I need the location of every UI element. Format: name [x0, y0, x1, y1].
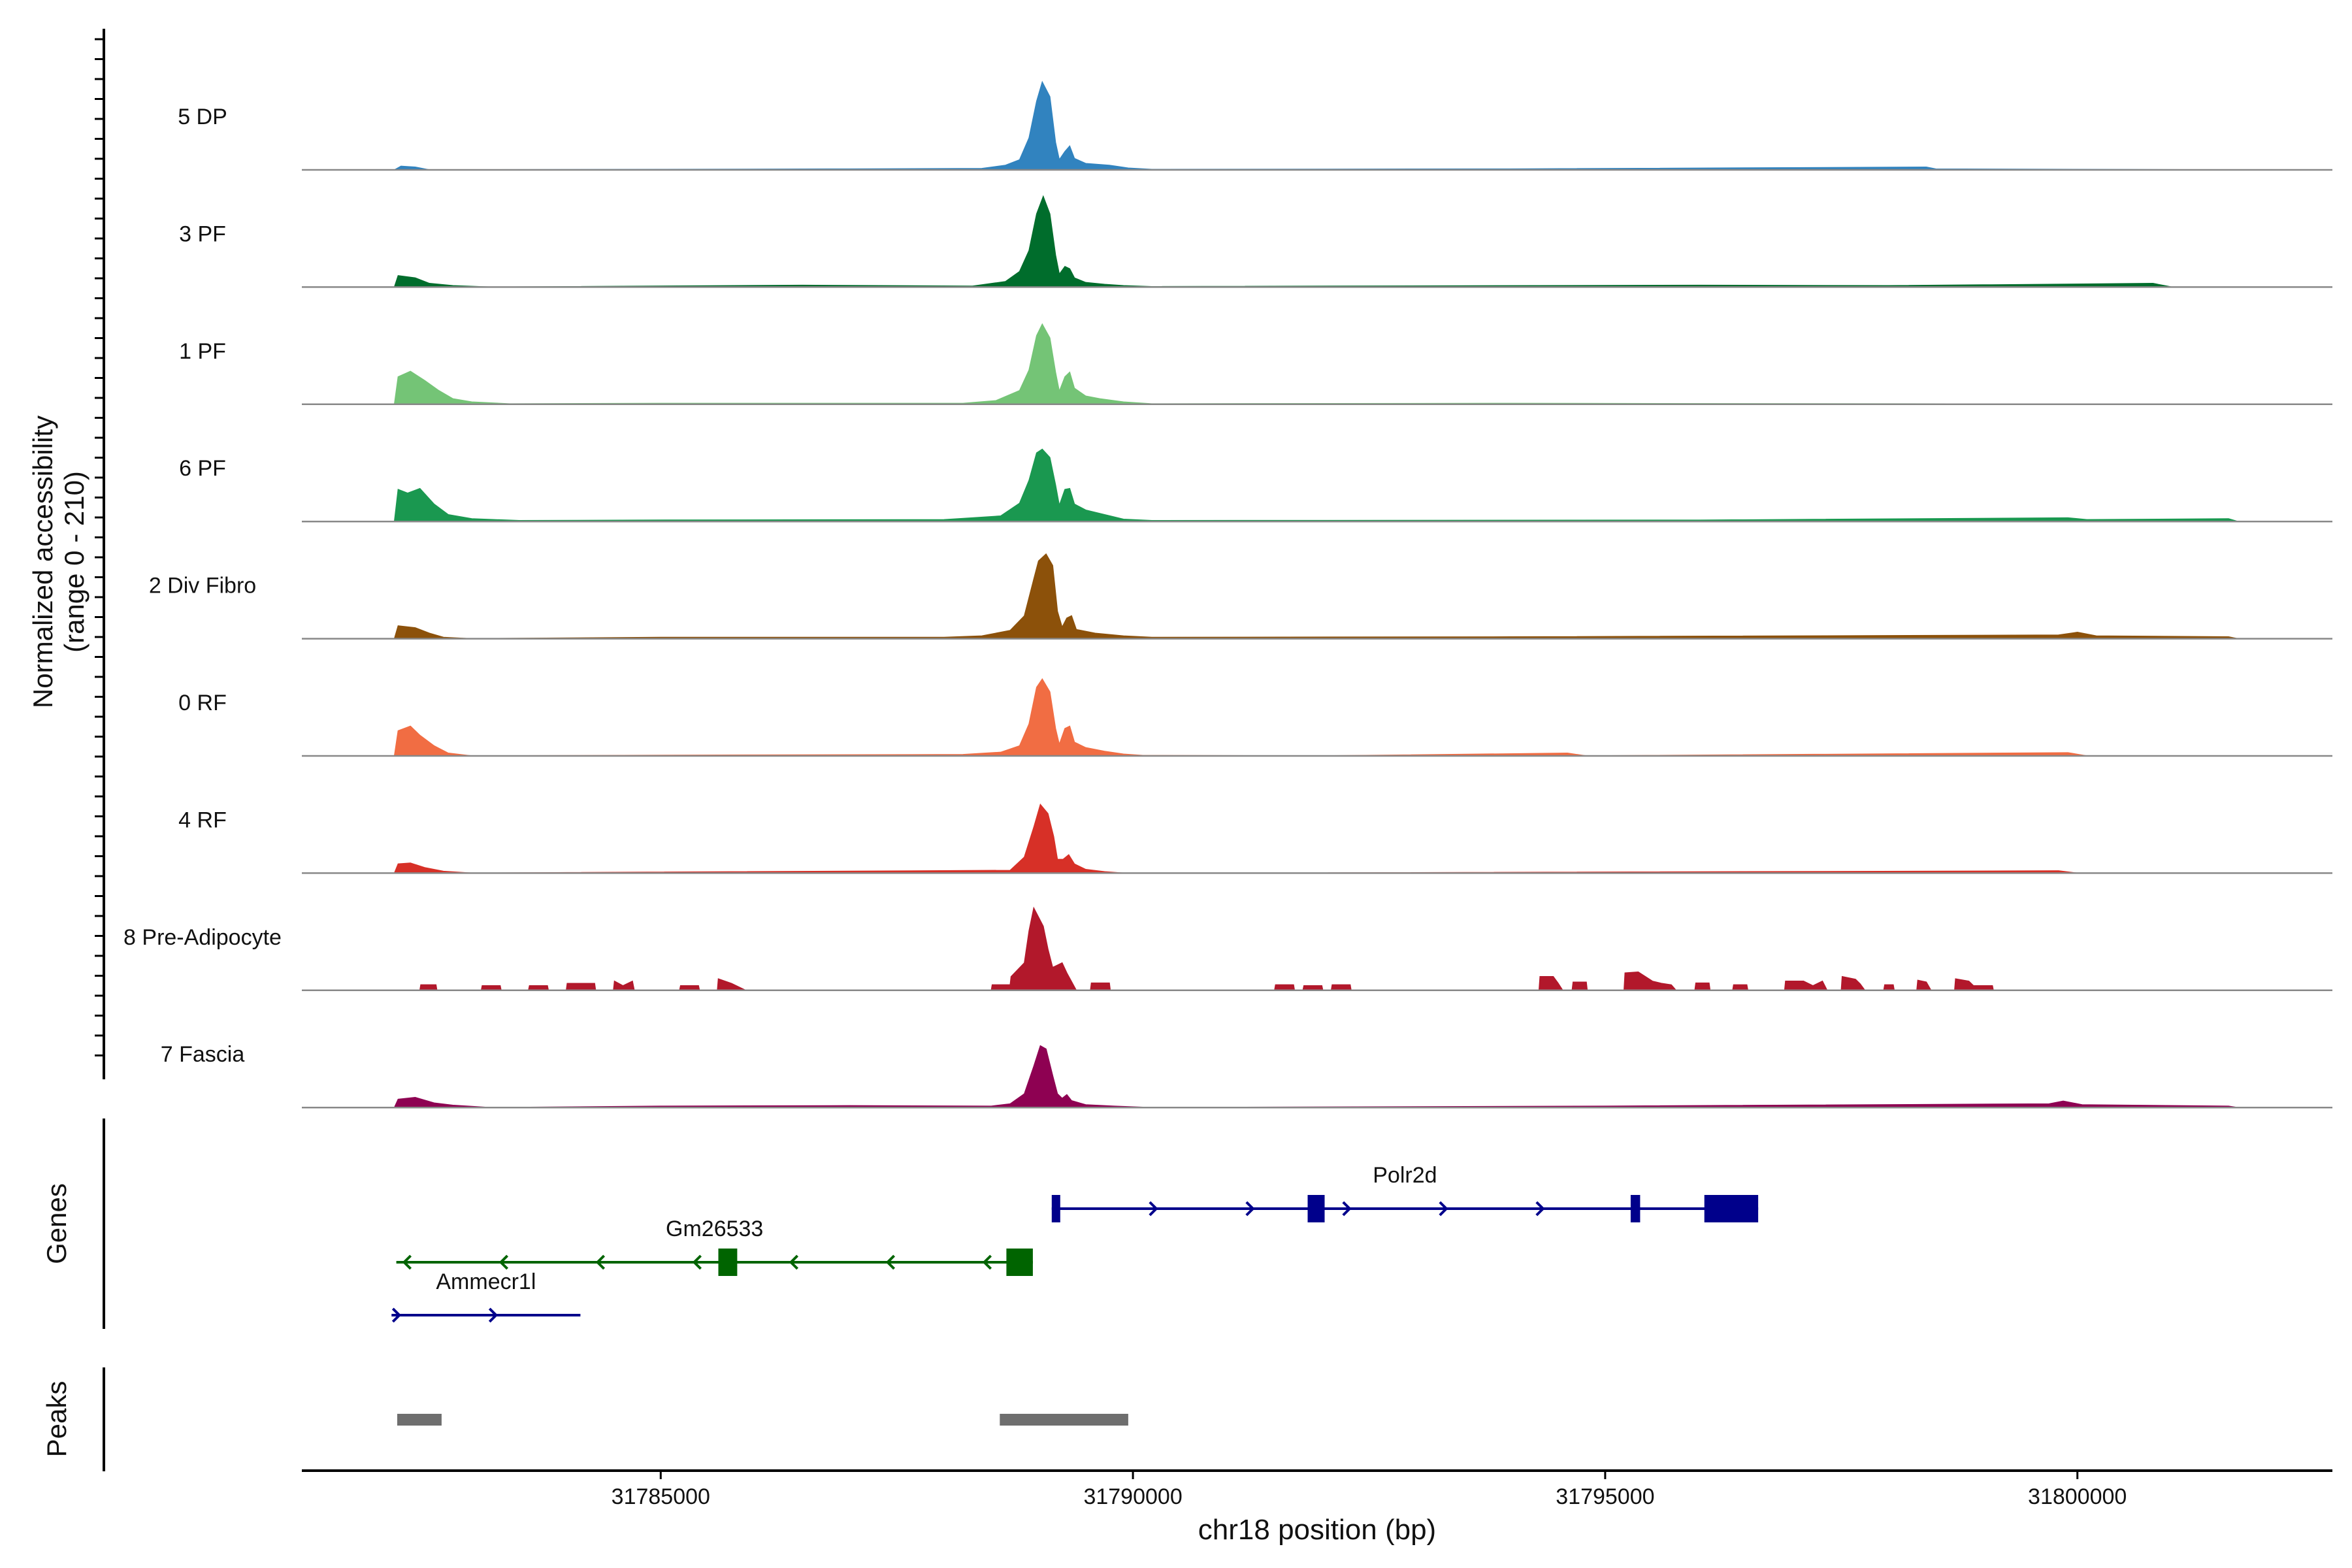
gene-annotations: Polr2d Gm26533 Ammecr1l: [391, 1163, 1759, 1323]
gene-exon: [1006, 1249, 1033, 1276]
track-coverage-area: [302, 448, 2332, 522]
strand-arrow: [1342, 1201, 1352, 1217]
track-label: 7 Fascia: [161, 1042, 245, 1067]
track-coverage-area: [302, 553, 2332, 640]
track-0-rf: 0 RF: [178, 678, 2332, 757]
gene-exon: [1704, 1195, 1759, 1222]
track-1-pf: 1 PF: [179, 323, 2332, 406]
strand-arrow: [595, 1254, 606, 1270]
gene-exon: [1630, 1195, 1641, 1222]
coverage-y-axis-ticks: [95, 38, 104, 1056]
x-tick-label: 31800000: [2028, 1484, 2127, 1509]
coverage-tracks: 5 DP 3 PF 1 PF 6 PF 2 Div Fibro 0 RF 4 RF 8 Pre…: [123, 80, 2332, 1109]
track-7-fascia: 7 Fascia: [161, 1042, 2332, 1109]
strand-arrow: [1439, 1201, 1448, 1217]
peak-bar: [397, 1414, 442, 1426]
track-coverage-area: [302, 80, 2332, 171]
genes-panel-label: Genes: [41, 1183, 72, 1264]
peak-regions: [397, 1414, 1128, 1426]
gene-exon: [718, 1249, 738, 1276]
track-3-pf: 3 PF: [179, 195, 2332, 288]
track-5-dp: 5 DP: [178, 80, 2332, 171]
track-4-rf: 4 RF: [178, 803, 2332, 874]
gene-label: Gm26533: [666, 1217, 763, 1241]
track-label: 3 PF: [179, 221, 226, 246]
track-coverage-area: [302, 803, 2332, 874]
strand-arrow: [789, 1254, 799, 1270]
strand-arrow: [1245, 1201, 1255, 1217]
x-tick-label: 31785000: [612, 1484, 710, 1509]
x-tick-label: 31795000: [1556, 1484, 1654, 1509]
strand-arrow: [402, 1254, 412, 1270]
gene-ammecr1l: Ammecr1l: [391, 1269, 581, 1323]
track-coverage-area: [302, 195, 2332, 288]
track-label: 1 PF: [179, 339, 226, 364]
y-axis-title: Normalized accessibility: [27, 416, 58, 708]
strand-arrow: [885, 1254, 896, 1270]
track-label: 0 RF: [178, 691, 227, 715]
gene-label: Ammecr1l: [436, 1269, 536, 1294]
track-label: 6 PF: [179, 456, 226, 481]
gene-label: Polr2d: [1373, 1163, 1437, 1188]
track-2-div-fibro: 2 Div Fibro: [149, 553, 2332, 640]
strand-arrow: [1149, 1201, 1158, 1217]
y-axis-range: (range 0 - 210): [59, 471, 90, 653]
track-coverage-area: [302, 678, 2332, 757]
strand-arrow: [391, 1307, 402, 1323]
strand-arrow: [488, 1307, 498, 1323]
track-8-pre-adipocyte: 8 Pre-Adipocyte: [123, 906, 2332, 992]
track-6-pf: 6 PF: [179, 448, 2332, 523]
track-coverage-area: [302, 906, 2332, 991]
x-tick-label: 31790000: [1083, 1484, 1182, 1509]
gene-gm26533: Gm26533: [396, 1217, 1033, 1276]
track-label: 4 RF: [178, 808, 227, 832]
gene-polr2d: Polr2d: [1051, 1163, 1759, 1222]
x-axis-ticks: 31785000 31790000 31795000 31800000: [612, 1471, 2127, 1509]
track-coverage-area: [302, 323, 2332, 405]
gene-exon: [1307, 1195, 1325, 1222]
track-coverage-area: [302, 1045, 2332, 1108]
strand-arrow: [692, 1254, 702, 1270]
strand-arrow: [1535, 1201, 1545, 1217]
strand-arrow: [498, 1254, 509, 1270]
strand-arrow: [982, 1254, 992, 1270]
peak-bar: [1000, 1414, 1128, 1426]
track-label: 8 Pre-Adipocyte: [123, 925, 282, 950]
x-axis-title: chr18 position (bp): [1198, 1514, 1436, 1546]
track-label: 5 DP: [178, 105, 227, 129]
gene-exon: [1051, 1195, 1060, 1222]
peaks-panel-label: Peaks: [41, 1381, 72, 1458]
track-label: 2 Div Fibro: [149, 574, 256, 598]
